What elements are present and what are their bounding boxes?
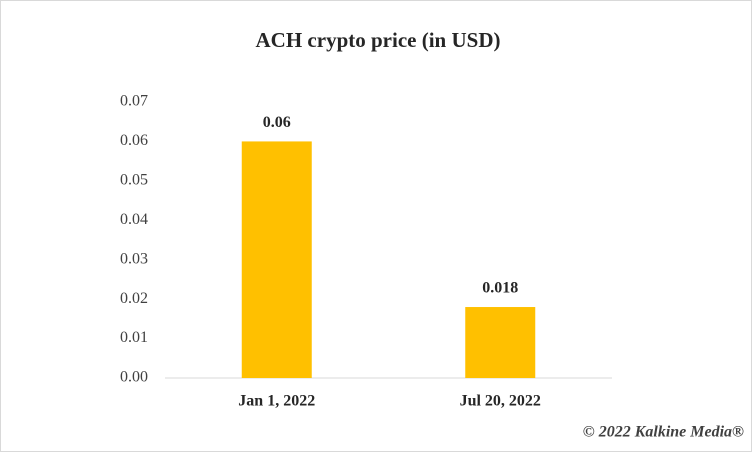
y-tick-label: 0.06 <box>120 132 148 149</box>
bar <box>465 307 536 378</box>
value-label: 0.06 <box>263 114 291 131</box>
y-tick-label: 0.03 <box>120 250 148 267</box>
bar <box>241 141 312 378</box>
y-tick-label: 0.07 <box>120 93 148 110</box>
y-tick-label: 0.00 <box>120 369 148 386</box>
y-tick-label: 0.02 <box>120 290 148 307</box>
y-tick-label: 0.01 <box>120 329 148 346</box>
credit: © 2022 Kalkine Media® <box>583 424 744 441</box>
x-tick-label: Jan 1, 2022 <box>238 393 315 410</box>
y-tick-label: 0.05 <box>120 172 148 189</box>
value-label: 0.018 <box>482 280 518 297</box>
y-tick-label: 0.04 <box>120 211 148 228</box>
x-tick-label: Jul 20, 2022 <box>460 393 541 410</box>
chart-title: ACH crypto price (in USD) <box>256 28 501 52</box>
